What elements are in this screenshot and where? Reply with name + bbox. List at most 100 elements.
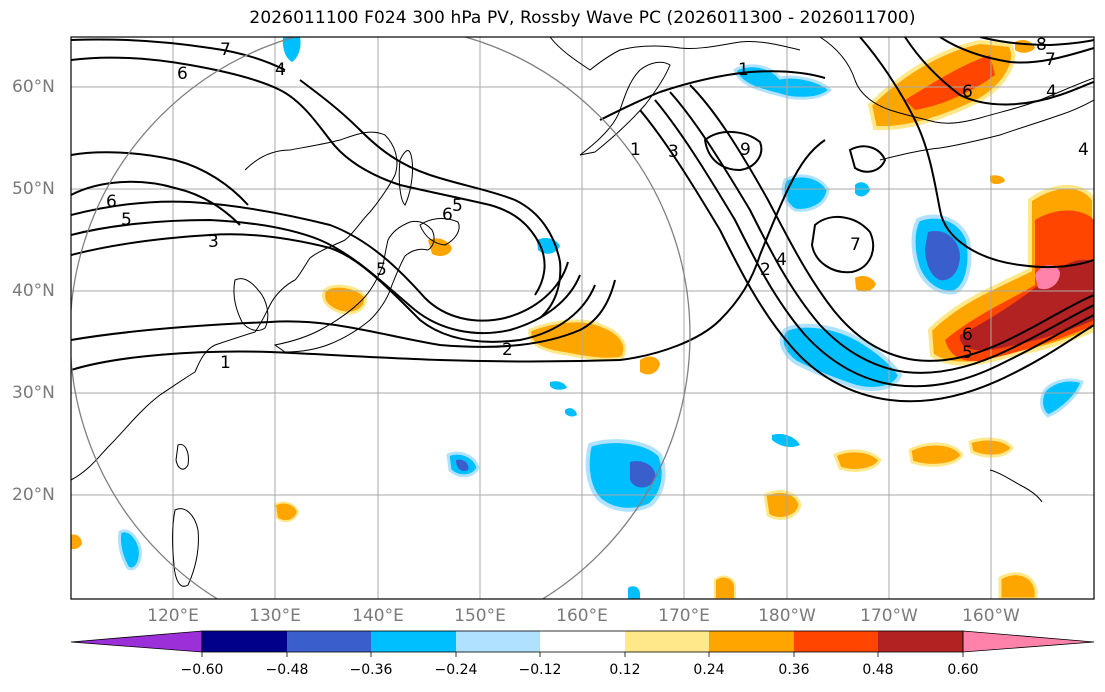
contour-trough-east2 <box>654 99 1094 388</box>
contour-label: 9 <box>740 140 751 160</box>
anomaly-positive-small3 <box>833 449 882 472</box>
contour-trough-east4 <box>689 84 1094 362</box>
contour-closed-9 <box>703 131 763 172</box>
coast-hokkaido <box>419 217 460 246</box>
contour-labels: 7 6 6 5 3 5 6 5 4 1 2 1 3 9 7 2 4 1 7 4 … <box>106 35 1089 373</box>
anomaly-negative-subtrop-core <box>630 461 656 488</box>
contour-6-nw <box>71 56 546 296</box>
contour-label: 3 <box>668 142 679 162</box>
contour-ridge1 <box>619 139 826 361</box>
lat-label: 60°N <box>12 77 55 97</box>
contour-label: 7 <box>1045 50 1056 70</box>
contour-1-west <box>71 350 621 371</box>
anomaly-positive-hokkaido <box>428 238 452 256</box>
rossby-wave-circle <box>71 37 691 599</box>
contour-label: 6 <box>962 325 973 345</box>
anomaly-positive-small7 <box>855 276 876 292</box>
coast-japan <box>273 220 435 353</box>
contour-trough-east <box>639 109 1094 403</box>
coast-siberia <box>549 37 801 71</box>
colorbar <box>70 630 1095 657</box>
map-gridlines <box>71 37 1094 599</box>
anomaly-positive-small6 <box>763 490 802 520</box>
anomaly-negative-small2 <box>772 434 800 448</box>
map-title: 2026011100 F024 300 hPa PV, Rossby Wave … <box>249 8 916 28</box>
contour-2-west <box>71 279 616 348</box>
contour-ridge2 <box>599 70 826 121</box>
colorbar-tick-label: −0.12 <box>518 662 562 678</box>
contour-label: 3 <box>208 232 219 252</box>
anomaly-negative-nw <box>282 37 301 62</box>
anomaly-positive-small1 <box>640 356 660 375</box>
contour-6-east <box>71 151 249 206</box>
colorbar-tick-label: 0.24 <box>693 662 725 678</box>
colorbar-bin <box>540 631 625 652</box>
anomaly-positive-small10 <box>71 534 82 550</box>
lon-label: 170°E <box>658 606 710 626</box>
lat-label: 50°N <box>12 179 55 199</box>
anomaly-positive-small9 <box>714 575 736 599</box>
coast-kamchatka <box>579 61 671 156</box>
contour-label: 6 <box>962 82 973 102</box>
contour-label: 6 <box>177 64 188 84</box>
colorbar-bin <box>456 631 540 652</box>
contour-label: 7 <box>850 235 861 255</box>
anomaly-positive-small8 <box>998 572 1038 599</box>
contour-5-west <box>71 200 569 322</box>
contour-7-nw <box>71 38 286 71</box>
anomaly-negative-north-core <box>925 230 960 281</box>
colorbar-frame <box>201 630 964 653</box>
colorbar-bin <box>794 631 878 652</box>
lon-label: 140°E <box>352 606 404 626</box>
anomaly-negative-small6 <box>565 408 577 417</box>
contour-trough-east3 <box>669 91 1094 374</box>
coast-aleutians <box>879 99 1094 161</box>
colorbar-tick-label: 0.36 <box>778 662 810 678</box>
colorbar-bin <box>202 631 287 652</box>
colorbar-bin <box>878 631 963 652</box>
contour-5-trough <box>299 79 562 319</box>
contour-closed-4 <box>848 145 887 173</box>
lon-label: 160°W <box>962 606 1020 626</box>
colorbar-under <box>70 630 203 653</box>
colorbar-bin <box>625 631 709 652</box>
contour-label: 2 <box>502 340 513 360</box>
contour-8-north <box>979 37 1094 47</box>
contour-label: 4 <box>1046 82 1057 102</box>
anomaly-positive-small12 <box>990 175 1005 184</box>
anomaly-negative-subtrop <box>585 439 666 512</box>
colorbar-tick-label: −0.48 <box>265 662 309 678</box>
contour-closed-7 <box>810 215 875 274</box>
coast-taiwan <box>175 443 189 470</box>
anomaly-positive-eastpac-peak <box>1035 265 1060 290</box>
contour-label: 5 <box>962 343 973 363</box>
colorbar-tick-label: 0.48 <box>862 662 894 678</box>
contour-label: 6 <box>106 192 117 212</box>
anomaly-negative-bering <box>781 174 830 212</box>
anomaly-negative-small7 <box>628 586 640 599</box>
colorbar-tick-label: −0.24 <box>434 662 478 678</box>
coast-hawaii <box>989 469 1043 503</box>
lon-label: 180°W <box>758 606 816 626</box>
contour-7-north <box>939 37 1094 64</box>
contour-4-west <box>71 218 581 335</box>
anomaly-positive-japan <box>322 284 367 315</box>
anomaly-positive-subtrop <box>528 319 627 361</box>
colorbar-tick-label: 0.60 <box>947 662 979 678</box>
anomaly-negative-wpac-core <box>456 459 469 471</box>
contour-6-west <box>71 180 241 226</box>
lon-label: 160°E <box>556 606 608 626</box>
anomaly-negative-small5 <box>550 381 567 390</box>
contour-label: 1 <box>738 60 749 80</box>
colorbar-bin <box>287 631 371 652</box>
contour-label: 7 <box>220 40 231 60</box>
lat-label: 30°N <box>12 383 55 403</box>
coast-sakhalin <box>398 150 413 206</box>
contour-label: 5 <box>376 260 387 280</box>
lat-label: 40°N <box>12 281 55 301</box>
anomaly-negative-ph <box>118 529 142 571</box>
coast-korea <box>233 278 269 331</box>
contour-label: 5 <box>452 196 463 216</box>
anomaly-positive-aleutian-core <box>905 55 995 110</box>
